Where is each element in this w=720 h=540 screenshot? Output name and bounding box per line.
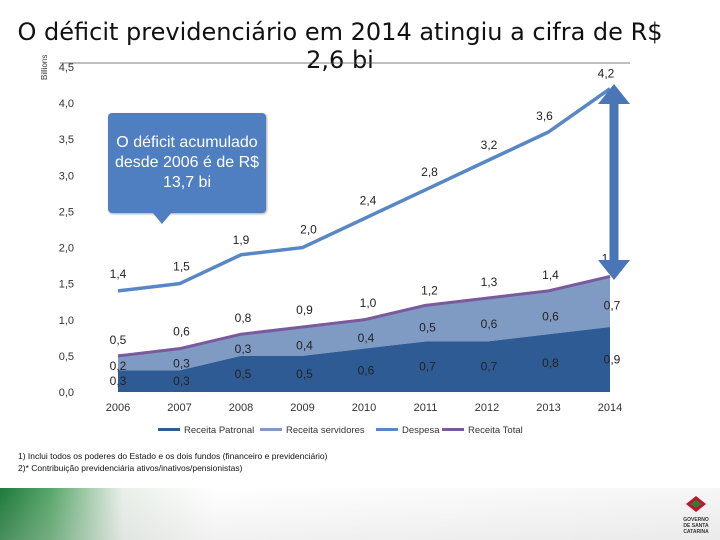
y-tick-label: 3,5 <box>59 134 74 146</box>
data-label-receita-servidores: 0,3 <box>235 342 252 356</box>
chart-title: O déficit previdenciário em 2014 atingiu… <box>17 18 663 74</box>
data-label-despesa: 1,5 <box>173 260 190 274</box>
data-label-receita-total: 0,5 <box>110 333 127 347</box>
data-label-receita-patronal: 0,5 <box>296 367 313 381</box>
x-tick-label: 2007 <box>167 402 191 414</box>
data-label-despesa: 1,9 <box>233 233 250 247</box>
footer-banner <box>0 488 720 540</box>
y-tick-label: 2,0 <box>59 243 74 255</box>
y-tick-label: 3,0 <box>59 170 74 182</box>
series-area-receita-patronal <box>118 327 610 392</box>
data-label-receita-patronal: 0,8 <box>542 356 559 370</box>
footnotes: 1) Inclui todos os poderes do Estado e o… <box>18 450 328 474</box>
legend-swatch <box>376 428 398 431</box>
data-label-receita-patronal: 0,7 <box>481 360 498 374</box>
x-tick-label: 2006 <box>106 402 130 414</box>
legend-label: Despesa <box>402 425 440 436</box>
x-tick-label: 2009 <box>290 402 314 414</box>
data-label-despesa: 3,2 <box>481 138 498 152</box>
data-label-receita-servidores: 0,4 <box>358 331 375 345</box>
data-label-receita-servidores: 0,6 <box>481 317 498 331</box>
data-label-receita-patronal: 0,5 <box>235 367 252 381</box>
y-tick-label: 0,5 <box>59 351 74 363</box>
data-label-despesa: 2,8 <box>421 165 438 179</box>
data-label-receita-total: 0,9 <box>296 303 313 317</box>
data-label-receita-patronal: 0,7 <box>419 360 436 374</box>
y-tick-label: 1,0 <box>59 315 74 327</box>
legend-label: Receita servidores <box>286 425 365 436</box>
legend-swatch <box>442 428 464 431</box>
y-tick-label: 2,5 <box>59 206 74 218</box>
data-label-despesa: 4,2 <box>598 67 615 81</box>
data-label-receita-total: 0,8 <box>235 311 252 325</box>
series-line-despesa <box>117 87 612 293</box>
y-tick-label: 1,5 <box>59 279 74 291</box>
data-label-receita-patronal: 0,6 <box>358 363 375 377</box>
data-label-receita-total: 1,2 <box>421 283 438 297</box>
logo-line-2: DE SANTA <box>683 523 709 529</box>
data-label-receita-servidores: 0,2 <box>110 359 127 373</box>
callout-text: O déficit acumulado desde 2006 é de R$ 1… <box>114 134 260 191</box>
data-label-receita-total: 1,0 <box>360 296 377 310</box>
data-label-receita-patronal: 0,3 <box>110 374 127 388</box>
government-logo-text: GOVERNO DE SANTA CATARINA <box>676 517 716 535</box>
series-line-receita-total <box>117 274 611 358</box>
y-tick-label: 4,0 <box>59 98 74 110</box>
y-tick-label: 4,5 <box>59 62 74 74</box>
data-label-receita-total: 0,6 <box>173 325 190 339</box>
x-tick-label: 2014 <box>598 402 622 414</box>
data-label-receita-patronal: 0,9 <box>604 353 621 367</box>
deficit-callout: O déficit acumulado desde 2006 é de R$ 1… <box>108 113 266 213</box>
data-label-receita-servidores: 0,7 <box>604 299 621 313</box>
footer-shade <box>0 488 720 540</box>
x-tick-label: 2013 <box>536 402 560 414</box>
government-logo-icon <box>686 496 706 512</box>
series-area-receita-servidores <box>118 276 610 371</box>
legend-swatch <box>158 428 180 431</box>
data-label-despesa: 2,0 <box>300 223 317 237</box>
data-label-receita-total: 1,3 <box>481 275 498 289</box>
legend-swatch <box>260 428 282 431</box>
data-label-receita-patronal: 0,3 <box>173 374 190 388</box>
footnote-1: 1) Inclui todos os poderes do Estado e o… <box>18 451 328 461</box>
logo-line-1: GOVERNO <box>683 517 709 523</box>
logo-line-3: CATARINA <box>683 529 709 535</box>
footnote-2: 2)* Contribuição previdenciária ativos/i… <box>18 463 243 473</box>
callout-tail <box>152 212 172 224</box>
data-label-receita-total: 1,4 <box>542 268 559 282</box>
x-tick-label: 2011 <box>414 402 438 414</box>
deficit-arrow <box>598 84 630 280</box>
y-tick-label: 0,0 <box>59 387 74 399</box>
data-label-receita-servidores: 0,4 <box>296 338 313 352</box>
x-tick-label: 2008 <box>229 402 253 414</box>
x-tick-label: 2010 <box>352 402 376 414</box>
data-label-receita-servidores: 0,3 <box>173 357 190 371</box>
data-label-despesa: 1,4 <box>110 267 127 281</box>
legend-label: Receita Total <box>468 425 523 436</box>
x-tick-label: 2012 <box>475 402 499 414</box>
legend-label: Receita Patronal <box>184 425 254 436</box>
data-label-receita-servidores: 0,6 <box>542 310 559 324</box>
data-label-despesa: 3,6 <box>536 109 553 123</box>
data-label-receita-servidores: 0,5 <box>419 320 436 334</box>
data-label-despesa: 2,4 <box>360 194 377 208</box>
